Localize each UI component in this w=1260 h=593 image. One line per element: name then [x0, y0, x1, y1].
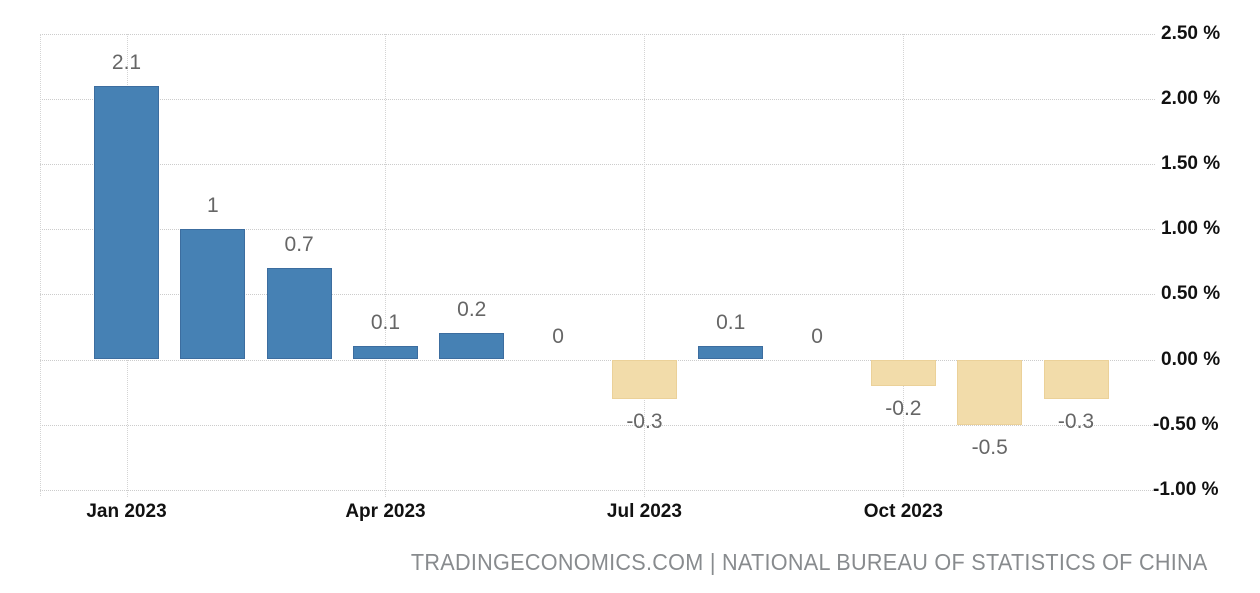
- h-gridline: [40, 229, 1155, 231]
- bar-value-label: 0.1: [370, 311, 401, 335]
- bar[interactable]: [698, 346, 764, 360]
- x-axis-label: Jul 2023: [606, 501, 682, 522]
- x-axis-label: Jan 2023: [86, 501, 167, 522]
- attribution: TRADINGECONOMICS.COM | NATIONAL BUREAU O…: [411, 549, 1208, 576]
- y-axis-label: 0.50 %: [1161, 283, 1221, 305]
- bar[interactable]: [1043, 359, 1109, 399]
- attribution-text: TRADINGECONOMICS.COM | NATIONAL BUREAU O…: [411, 549, 1208, 575]
- v-gridline: [385, 33, 387, 497]
- h-gridline: [40, 424, 1155, 426]
- h-gridline: [40, 98, 1155, 100]
- bar-value-label: -0.2: [885, 396, 922, 420]
- bar-value-label: 0.2: [457, 298, 487, 322]
- y-axis-label: 2.00 %: [1161, 87, 1221, 109]
- bar[interactable]: [266, 268, 332, 360]
- h-gridline: [40, 359, 1155, 361]
- bar-value-label: -0.3: [626, 409, 663, 433]
- bar-value-label: 2.1: [111, 50, 142, 74]
- y-axis-label: -1.00 %: [1153, 478, 1219, 500]
- y-axis-label: 2.50 %: [1161, 22, 1221, 44]
- bar[interactable]: [94, 85, 159, 360]
- bar-value-label: -0.5: [971, 435, 1008, 459]
- v-gridline: [644, 33, 646, 497]
- bar[interactable]: [352, 346, 418, 360]
- bar-value-label: -0.3: [1057, 409, 1095, 433]
- v-gridline: [903, 33, 905, 497]
- bar-value-label: 0: [552, 324, 564, 348]
- bar-value-label: 1: [206, 194, 219, 218]
- y-axis-label: -0.50 %: [1153, 413, 1219, 435]
- h-gridline: [40, 294, 1155, 296]
- h-gridline: [40, 489, 1155, 491]
- bar[interactable]: [957, 359, 1023, 425]
- y-axis-label: 1.00 %: [1161, 218, 1221, 240]
- y-axis-line: [40, 33, 41, 496]
- h-gridline: [40, 163, 1155, 165]
- bar[interactable]: [180, 229, 246, 360]
- x-axis-label: Apr 2023: [345, 501, 426, 522]
- bar-value-label: 0.7: [284, 233, 314, 257]
- y-axis-label: 1.50 %: [1161, 152, 1221, 174]
- bar-value-label: 0.1: [716, 311, 746, 335]
- x-axis-label: Oct 2023: [863, 501, 943, 522]
- h-gridline: [40, 33, 1155, 35]
- bar[interactable]: [611, 359, 677, 399]
- y-axis-label: 0.00 %: [1161, 348, 1221, 370]
- bar[interactable]: [870, 359, 936, 386]
- bar-value-label: 0: [811, 324, 823, 348]
- bar[interactable]: [439, 333, 505, 360]
